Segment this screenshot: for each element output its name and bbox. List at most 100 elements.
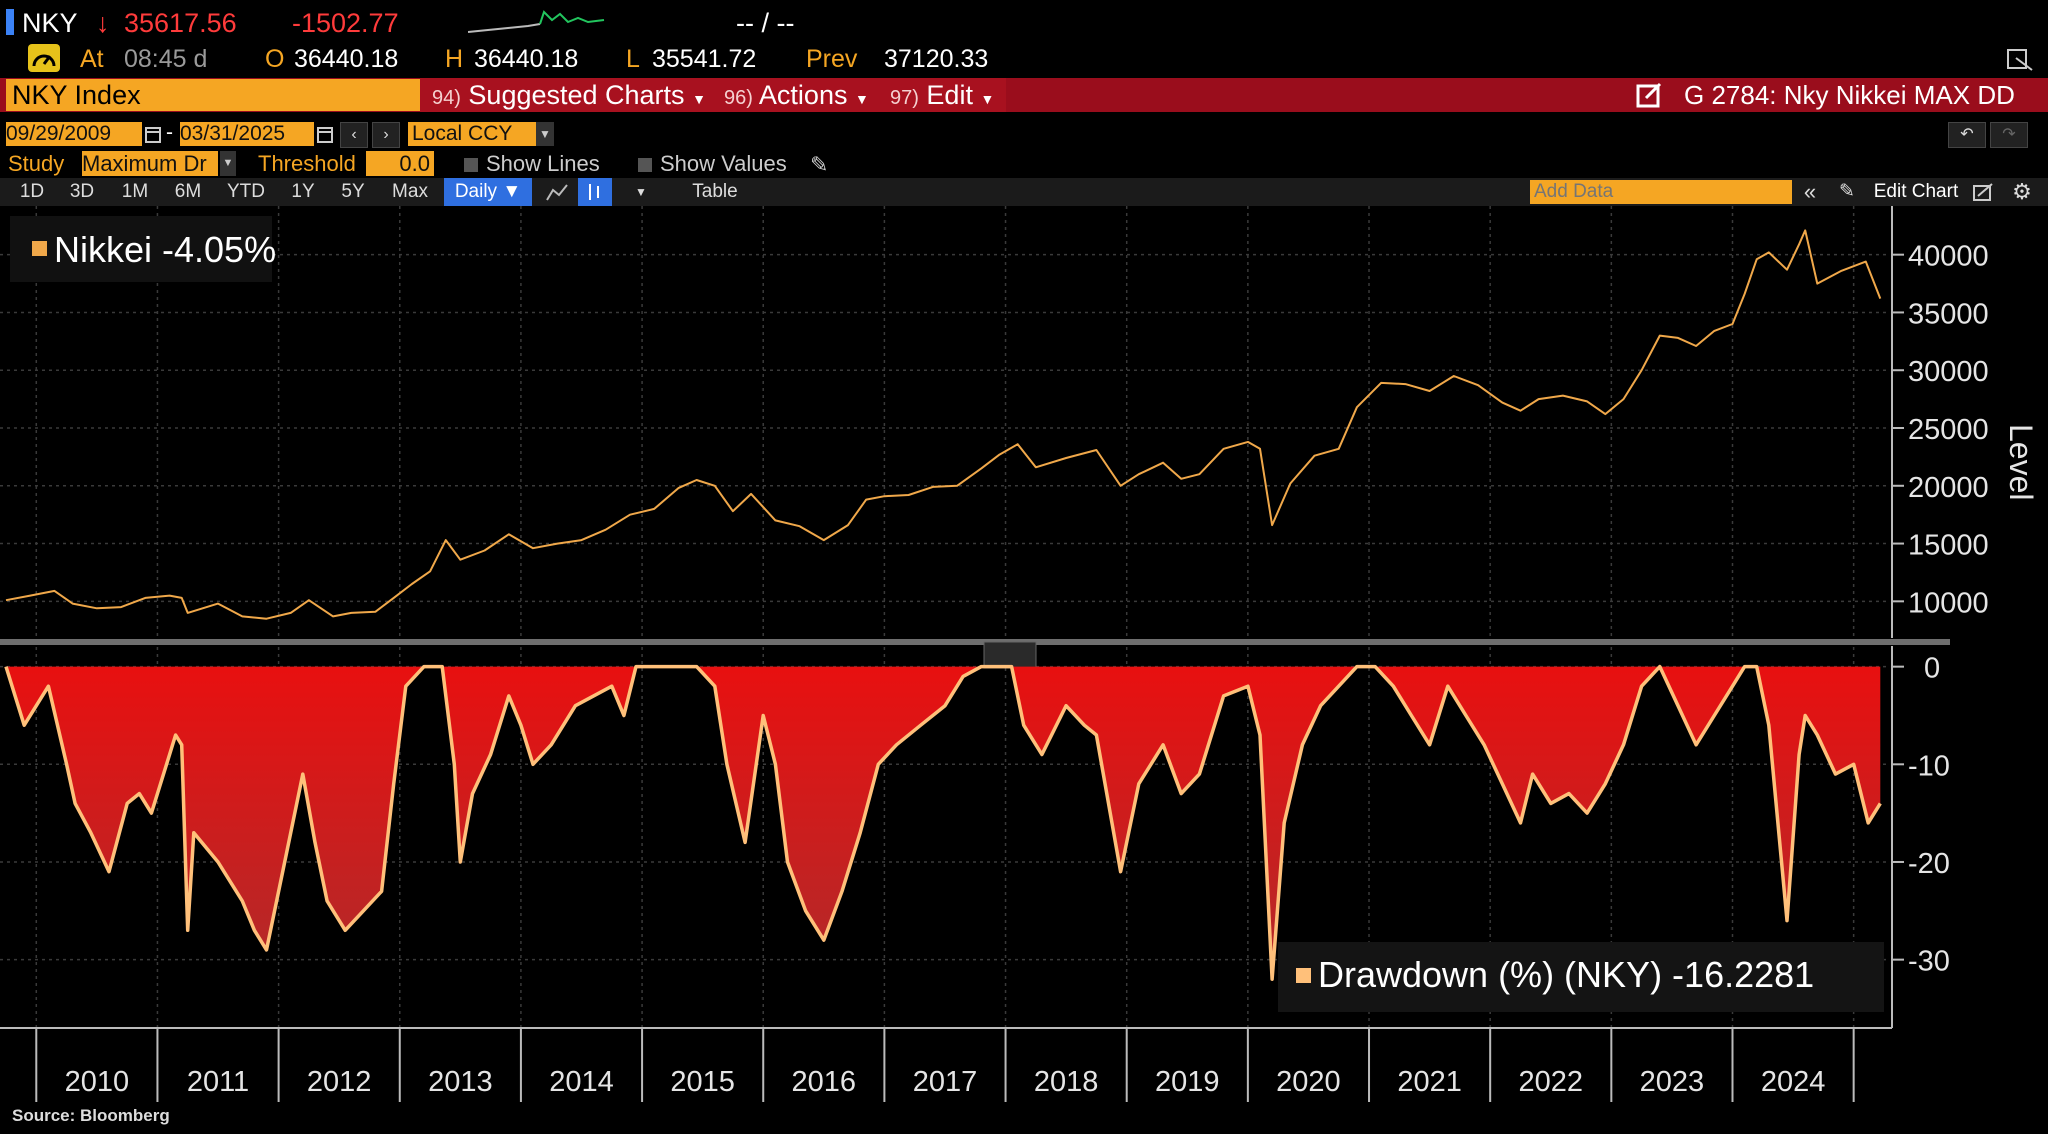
menu-label: Suggested Charts bbox=[468, 80, 685, 110]
x-tick-label: 2022 bbox=[1519, 1066, 1584, 1098]
ticker-symbol[interactable]: NKY bbox=[22, 8, 78, 38]
x-tick-label: 2015 bbox=[670, 1066, 735, 1098]
show-values-checkbox[interactable]: Show Values bbox=[638, 151, 787, 177]
intraday-sparkline bbox=[468, 10, 605, 33]
checkbox-icon bbox=[464, 158, 478, 173]
x-tick-label: 2024 bbox=[1761, 1066, 1826, 1098]
period-max[interactable]: Max bbox=[392, 181, 428, 202]
grid-lines bbox=[0, 206, 1890, 1028]
drawdown-series-line bbox=[4, 664, 1882, 981]
calendar-icon[interactable] bbox=[316, 124, 334, 144]
launch-icon[interactable] bbox=[1636, 82, 1664, 108]
chart-type-caret-icon[interactable]: ▼ bbox=[635, 185, 647, 199]
gear-icon[interactable]: ⚙ bbox=[2012, 179, 2032, 204]
x-tick-label: 2013 bbox=[428, 1066, 493, 1098]
nikkei-legend-label: Nikkei -4.05% bbox=[54, 229, 276, 270]
suggested-charts-menu[interactable]: 94) Suggested Charts ▼ bbox=[420, 78, 718, 112]
caret-down-icon: ▼ bbox=[854, 91, 869, 107]
security-marker bbox=[6, 9, 14, 35]
panel-handle-icon[interactable] bbox=[983, 641, 1037, 669]
study-select[interactable]: Maximum Dr bbox=[82, 151, 218, 176]
y-tick-label: 0 bbox=[1924, 653, 1940, 685]
price-y-axis: 10000 15000 20000 25000 30000 35000 40000 bbox=[1891, 206, 1989, 638]
low-label: L bbox=[626, 45, 640, 73]
period-1m[interactable]: 1M bbox=[121, 181, 149, 202]
legend-swatch bbox=[1296, 968, 1311, 983]
y-tick-label: 35000 bbox=[1908, 298, 1989, 330]
show-values-label: Show Values bbox=[660, 151, 787, 176]
y-tick-label: 30000 bbox=[1908, 356, 1989, 388]
x-tick-label: 2012 bbox=[307, 1066, 372, 1098]
add-data-input[interactable] bbox=[1530, 180, 1792, 204]
study-label: Study bbox=[8, 151, 65, 176]
drawdown-legend[interactable]: Drawdown (%) (NKY) -16.2281 bbox=[1278, 942, 1884, 1012]
end-date-field[interactable]: 03/31/2025 bbox=[180, 122, 314, 146]
high-value: 36440.18 bbox=[474, 45, 579, 73]
redo-button[interactable]: ↷ bbox=[1990, 122, 2028, 148]
start-date-field[interactable]: 09/29/2009 bbox=[6, 122, 142, 146]
threshold-input[interactable]: 0.0 bbox=[366, 151, 434, 176]
period-1y[interactable]: 1Y bbox=[291, 181, 315, 202]
open-value: 36440.18 bbox=[294, 45, 399, 73]
show-lines-label: Show Lines bbox=[486, 151, 600, 176]
pencil-icon[interactable]: ✎ bbox=[810, 152, 829, 177]
frequency-select[interactable]: Daily ▼ bbox=[444, 178, 532, 206]
drawdown-area bbox=[6, 666, 1881, 980]
show-lines-checkbox[interactable]: Show Lines bbox=[464, 151, 600, 177]
date-range-bar: 09/29/2009 - 03/31/2025 ‹ › Local CCY ▼ … bbox=[0, 120, 2048, 150]
edit-menu[interactable]: 97) Edit ▼ bbox=[878, 78, 1007, 112]
drawdown-y-axis: 0 -10 -20 -30 bbox=[1891, 646, 1950, 1028]
time-x-axis: 2010 2011 2012 2013 2014 2015 2016 2017 2018 2019… bbox=[0, 1027, 1892, 1102]
prev-period-button[interactable]: ‹ bbox=[340, 122, 368, 148]
table-button[interactable]: Table bbox=[692, 181, 738, 202]
actions-menu[interactable]: 96) Actions ▼ bbox=[712, 78, 881, 112]
period-3d[interactable]: 3D bbox=[69, 181, 95, 202]
gauge-icon[interactable] bbox=[28, 44, 60, 72]
security-field[interactable]: NKY Index bbox=[6, 79, 420, 111]
command-bar: NKY Index 94) Suggested Charts ▼ 96) Act… bbox=[0, 78, 2048, 112]
level-axis-label: Level bbox=[2003, 424, 2039, 501]
x-tick-label: 2019 bbox=[1155, 1066, 1220, 1098]
nikkei-legend[interactable]: Nikkei -4.05% bbox=[10, 216, 276, 282]
annotate-icon[interactable] bbox=[1968, 178, 1998, 206]
y-tick-label: 20000 bbox=[1908, 472, 1989, 504]
currency-select[interactable]: Local CCY bbox=[408, 122, 536, 146]
x-tick-label: 2021 bbox=[1397, 1066, 1462, 1098]
nikkei-series-line bbox=[5, 229, 1882, 620]
price-change: -1502.77 bbox=[292, 8, 399, 38]
quote-bar: NKY ↓ 35617.56 -1502.77 -- / -- bbox=[0, 0, 2048, 44]
line-chart-icon[interactable] bbox=[540, 178, 574, 206]
x-tick-label: 2011 bbox=[187, 1066, 249, 1098]
period-toolbar: 1D 3D 1M 6M YTD 1Y 5Y Max Daily ▼ ▼ Tabl… bbox=[0, 178, 2048, 206]
edit-chart-button[interactable]: Edit Chart bbox=[1873, 181, 1959, 202]
period-6m[interactable]: 6M bbox=[174, 181, 202, 202]
next-period-button[interactable]: › bbox=[372, 122, 400, 148]
undo-button[interactable]: ↶ bbox=[1948, 122, 1986, 148]
study-bar: Study Maximum Dr ▼ Threshold 0.0 Show Li… bbox=[0, 150, 2048, 178]
y-tick-label: 15000 bbox=[1908, 530, 1989, 562]
legend-box bbox=[1278, 942, 1884, 1012]
chart-area[interactable]: 10000 15000 20000 25000 30000 35000 40000 0 -10… bbox=[0, 206, 2048, 1106]
chart-title: G 2784: Nky Nikkei MAX DD bbox=[1684, 80, 2015, 110]
caret-down-icon[interactable]: ▼ bbox=[220, 151, 236, 176]
menu-num: 97) bbox=[890, 87, 919, 109]
period-ytd[interactable]: YTD bbox=[227, 181, 265, 202]
caret-down-icon: ▼ bbox=[692, 91, 706, 107]
down-arrow-icon: ↓ bbox=[96, 8, 110, 38]
bar-chart-icon[interactable] bbox=[578, 178, 612, 206]
popout-icon[interactable] bbox=[2006, 46, 2034, 72]
x-tick-label: 2018 bbox=[1034, 1066, 1099, 1098]
drawdown-legend-label: Drawdown (%) (NKY) -16.2281 bbox=[1318, 954, 1814, 995]
x-tick-label: 2020 bbox=[1276, 1066, 1341, 1098]
collapse-icon[interactable]: « bbox=[1803, 179, 1817, 204]
caret-down-icon[interactable]: ▼ bbox=[536, 122, 554, 146]
caret-down-icon: ▼ bbox=[980, 91, 995, 107]
period-1d[interactable]: 1D bbox=[19, 181, 45, 202]
y-tick-label: -30 bbox=[1908, 946, 1950, 978]
calendar-icon[interactable] bbox=[144, 124, 162, 144]
low-value: 35541.72 bbox=[652, 45, 757, 73]
quote-time: 08:45 d bbox=[124, 45, 208, 73]
pencil-icon[interactable]: ✎ bbox=[1839, 181, 1855, 202]
panel-divider[interactable] bbox=[0, 639, 1950, 645]
period-5y[interactable]: 5Y bbox=[341, 181, 365, 202]
